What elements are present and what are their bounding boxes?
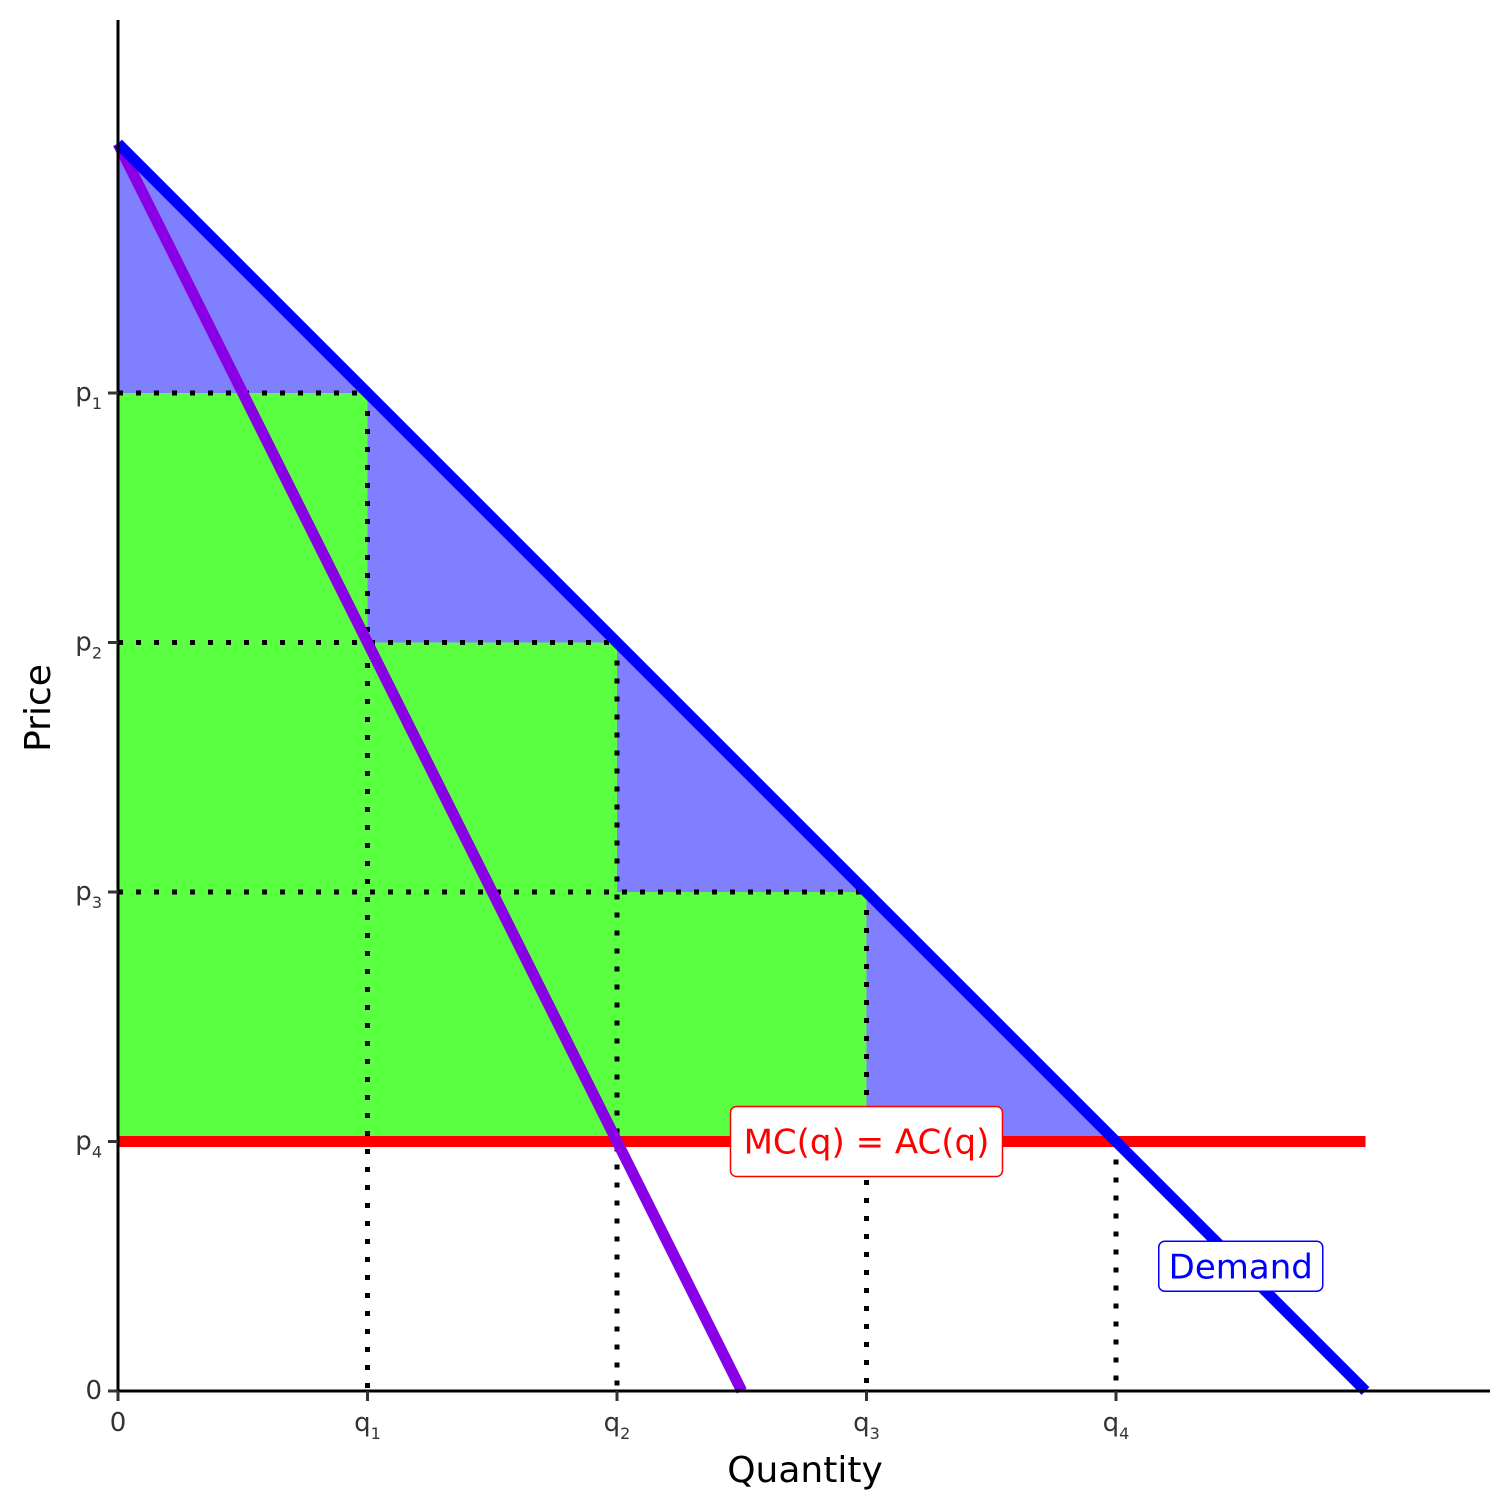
x-tick-label: 0 xyxy=(110,1408,127,1438)
x-tick-label: q4 xyxy=(1103,1408,1130,1443)
demand-label-box xyxy=(1158,1240,1324,1292)
mc-ac-label-text: MC(q) = AC(q) xyxy=(744,1123,990,1163)
mc-ac-label: MC(q) = AC(q) xyxy=(729,1105,1004,1178)
y-tick-label: p2 xyxy=(75,628,102,663)
x-tick-label: q2 xyxy=(604,1408,631,1443)
dotted-guide-lines xyxy=(118,390,1119,1391)
demand-label-text: Demand xyxy=(1169,1247,1313,1287)
y-tick-label: p4 xyxy=(75,1127,102,1162)
y-tick-label: p1 xyxy=(75,378,102,413)
marginal-revenue-curve xyxy=(113,141,747,1394)
y-axis-title: Price xyxy=(18,664,59,752)
producer-revenue-area xyxy=(118,393,867,1142)
demand-curve xyxy=(114,139,1370,1395)
demand-label: Demand xyxy=(1158,1240,1324,1292)
x-axis-title: Quantity xyxy=(727,1450,883,1491)
x-tick-label: q3 xyxy=(853,1408,880,1443)
axes: 0 q1 q2 q3 q4 0 p4 p3 p2 p1 xyxy=(75,20,1490,1443)
curve-labels: MC(q) = AC(q) Demand xyxy=(729,1105,1324,1292)
y-tick-label: p3 xyxy=(75,877,102,912)
x-tick-label: q1 xyxy=(354,1408,381,1443)
mc-ac-label-box xyxy=(729,1105,1004,1178)
y-tick-label: 0 xyxy=(85,1376,102,1406)
